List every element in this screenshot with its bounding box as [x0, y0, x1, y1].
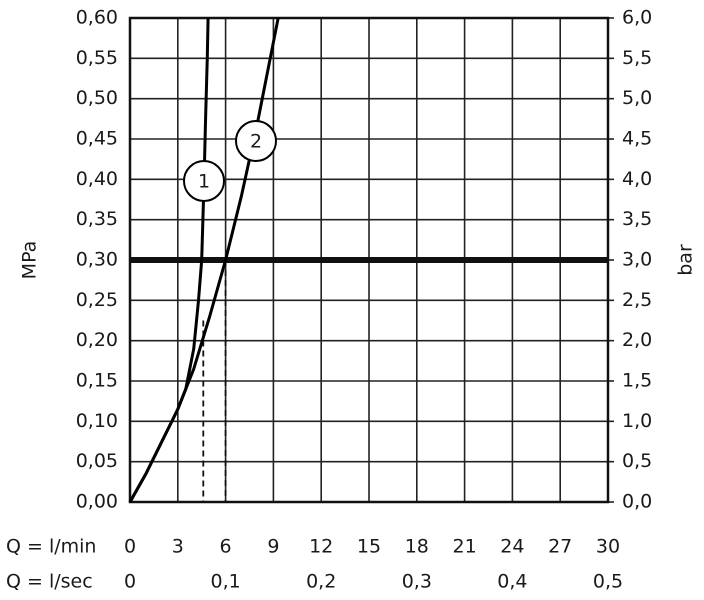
- y-tick-label: 0,35: [76, 208, 118, 230]
- y2-tick-label: 3,0: [622, 249, 652, 271]
- legend-marker: [235, 120, 277, 162]
- y-tick-label: 0,05: [76, 450, 118, 472]
- x2-tick-label: 0,3: [402, 571, 432, 593]
- x-tick-label: 27: [548, 536, 572, 558]
- x2-tick-label: 0: [124, 571, 136, 593]
- legend-label: 2: [250, 131, 262, 153]
- y2-tick-label: 5,0: [622, 87, 652, 109]
- x-tick-label: 9: [267, 536, 279, 558]
- y-tick-label: 0,10: [76, 410, 118, 432]
- x-tick-label: 12: [309, 536, 333, 558]
- y-tick-label: 0,00: [76, 491, 118, 513]
- x-tick-label: 15: [357, 536, 381, 558]
- y2-axis-label: bar: [675, 244, 697, 276]
- y-tick-label: 0,20: [76, 329, 118, 351]
- y2-tick-label: 2,0: [622, 329, 652, 351]
- x-tick-label: 3: [172, 536, 184, 558]
- y2-tick-label: 1,5: [622, 370, 652, 392]
- y2-tick-label: 2,5: [622, 289, 652, 311]
- y-axis-label: MPa: [19, 241, 41, 280]
- x-tick-label: 6: [220, 536, 232, 558]
- x-tick-label: 30: [596, 536, 620, 558]
- x-tick-label: 24: [500, 536, 524, 558]
- y2-tick-label: 3,5: [622, 208, 652, 230]
- x2-tick-label: 0,2: [306, 571, 336, 593]
- x2-tick-label: 0,1: [210, 571, 240, 593]
- y2-tick-label: 1,0: [622, 410, 652, 432]
- legend-label: 1: [198, 171, 210, 193]
- x-tick-label: 18: [405, 536, 429, 558]
- y-tick-label: 0,45: [76, 128, 118, 150]
- x2-axis-label: Q = l/sec: [6, 571, 93, 593]
- y-tick-label: 0,50: [76, 87, 118, 109]
- x2-tick-label: 0,5: [593, 571, 623, 593]
- x2-tick-label: 0,4: [497, 571, 527, 593]
- legend-marker: [183, 160, 225, 202]
- y-tick-label: 0,60: [76, 7, 118, 29]
- y2-tick-label: 6,0: [622, 7, 652, 29]
- y2-tick-label: 0,5: [622, 450, 652, 472]
- x-axis-label: Q = l/min: [6, 536, 96, 558]
- x-tick-label: 21: [453, 536, 477, 558]
- y2-tick-label: 4,5: [622, 128, 652, 150]
- y-tick-label: 0,55: [76, 47, 118, 69]
- x-tick-label: 0: [124, 536, 136, 558]
- y2-tick-label: 4,0: [622, 168, 652, 190]
- y-tick-label: 0,15: [76, 370, 118, 392]
- y2-tick-label: 5,5: [622, 47, 652, 69]
- y-tick-label: 0,25: [76, 289, 118, 311]
- y-tick-label: 0,30: [76, 249, 118, 271]
- y2-tick-label: 0,0: [622, 491, 652, 513]
- y-tick-label: 0,40: [76, 168, 118, 190]
